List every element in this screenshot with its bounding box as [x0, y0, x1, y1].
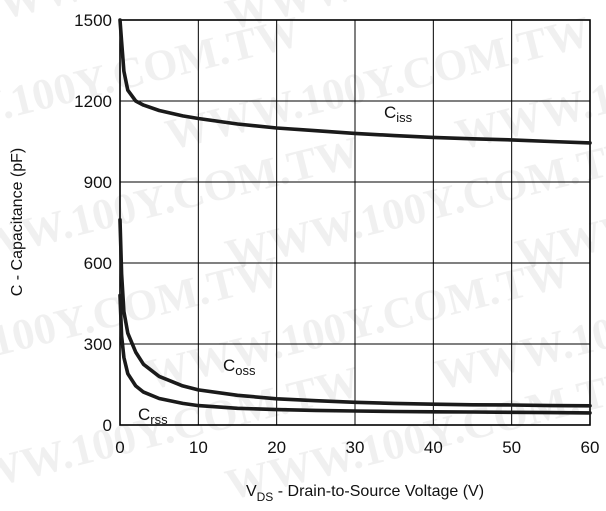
coss-curve: [118, 218, 592, 408]
ciss-curve: [118, 18, 592, 145]
y-axis-label: C - Capacitance (pF): [9, 148, 26, 297]
x-tick-labels: 0 10 20 30 40 50 60: [115, 438, 599, 457]
y-tick-label: 300: [84, 335, 112, 354]
crss-curve: [118, 293, 592, 415]
y-tick-labels: 0 300 600 900 1200 1500: [74, 11, 112, 435]
y-tick-label: 1200: [74, 92, 112, 111]
y-tick-label: 0: [103, 416, 112, 435]
x-tick-label: 0: [115, 438, 124, 457]
grid-lines: [120, 20, 590, 425]
x-tick-label: 40: [424, 438, 443, 457]
x-tick-label: 60: [581, 438, 600, 457]
x-tick-label: 10: [189, 438, 208, 457]
ciss-label: Ciss: [384, 103, 413, 125]
x-tick-label: 30: [346, 438, 365, 457]
y-tick-label: 900: [84, 173, 112, 192]
x-tick-label: 50: [502, 438, 521, 457]
curve-labels: Ciss Coss Crss: [138, 103, 413, 427]
y-tick-label: 600: [84, 254, 112, 273]
x-axis-label: VDS - Drain-to-Source Voltage (V): [246, 483, 484, 504]
data-curves: [118, 18, 592, 415]
crss-label: Crss: [138, 405, 168, 427]
x-tick-label: 20: [267, 438, 286, 457]
y-tick-label: 1500: [74, 11, 112, 30]
coss-label: Coss: [223, 356, 256, 378]
